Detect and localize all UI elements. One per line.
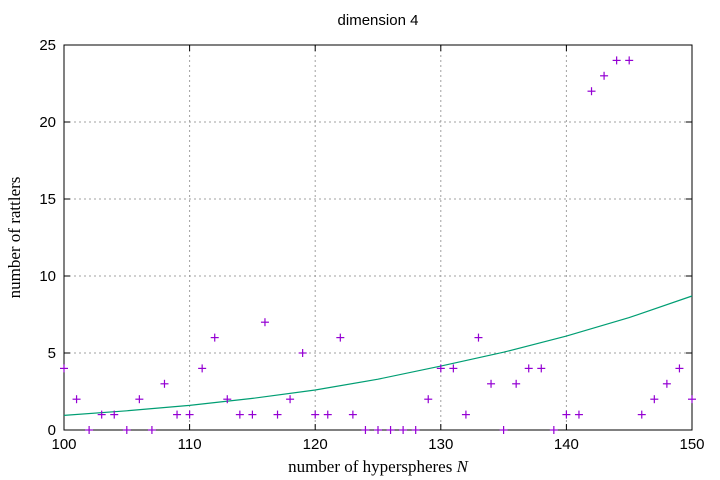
x-axis-label: number of hyperspheres N xyxy=(288,457,470,476)
data-point xyxy=(147,426,156,434)
data-point xyxy=(374,426,382,434)
data-point xyxy=(662,379,671,388)
data-point xyxy=(688,395,696,404)
y-tick-label: 25 xyxy=(39,37,56,54)
data-point xyxy=(97,410,106,419)
data-point xyxy=(449,364,458,373)
data-point xyxy=(323,410,332,419)
x-tick-label: 130 xyxy=(428,436,453,453)
data-point xyxy=(562,410,571,419)
data-point xyxy=(110,410,119,419)
data-point xyxy=(85,426,94,434)
data-point xyxy=(286,395,295,404)
data-point xyxy=(399,426,408,434)
data-point xyxy=(386,426,395,434)
x-tick-label: 120 xyxy=(303,436,328,453)
data-point xyxy=(198,364,207,373)
data-point xyxy=(348,410,357,419)
data-point xyxy=(260,318,269,327)
data-point xyxy=(311,410,320,419)
data-point xyxy=(637,410,646,419)
data-point xyxy=(60,364,68,373)
plot-frame xyxy=(63,44,693,431)
grid xyxy=(64,45,692,430)
data-point xyxy=(173,410,182,419)
data-point xyxy=(524,364,533,373)
data-point xyxy=(298,349,307,357)
data-point xyxy=(574,410,583,419)
data-point xyxy=(122,426,131,434)
data-point xyxy=(537,364,546,373)
x-tick-label: 110 xyxy=(178,436,202,453)
y-axis-label: number of rattlers xyxy=(5,177,24,299)
chart-title: dimension 4 xyxy=(338,12,419,29)
y-tick-label: 10 xyxy=(39,268,56,285)
data-point xyxy=(600,71,609,80)
x-axis-variable: N xyxy=(456,457,470,476)
data-series xyxy=(60,56,696,434)
y-tick-labels: 0 5 10 15 20 25 xyxy=(39,37,56,439)
data-point xyxy=(424,395,433,404)
data-point xyxy=(675,364,684,373)
fit-line xyxy=(63,295,693,416)
y-tick-label: 15 xyxy=(39,191,56,208)
x-tick-label: 150 xyxy=(679,436,704,453)
fit-series xyxy=(63,295,693,416)
data-point xyxy=(223,395,232,404)
data-point xyxy=(235,410,244,419)
data-point xyxy=(436,364,445,373)
data-point xyxy=(160,379,169,388)
data-point xyxy=(625,56,634,65)
data-point xyxy=(549,426,558,434)
axis-ticks xyxy=(63,44,693,431)
data-point xyxy=(487,379,496,388)
data-point xyxy=(185,410,194,419)
data-point xyxy=(411,426,420,434)
data-point xyxy=(650,395,659,404)
data-point xyxy=(499,426,508,434)
data-point xyxy=(361,426,370,434)
y-tick-label: 20 xyxy=(39,114,56,131)
data-point xyxy=(273,410,282,419)
data-point xyxy=(512,379,521,388)
data-point xyxy=(210,333,219,342)
x-tick-label: 100 xyxy=(51,436,76,453)
x-tick-label: 140 xyxy=(554,436,579,453)
y-tick-label: 0 xyxy=(48,422,56,439)
data-point xyxy=(336,333,345,342)
data-point xyxy=(474,333,483,342)
data-point xyxy=(248,410,257,419)
data-point xyxy=(135,395,144,404)
y-tick-label: 5 xyxy=(48,345,56,362)
data-point xyxy=(72,395,81,404)
data-point xyxy=(461,410,470,419)
x-tick-labels: 100 110 120 130 140 150 xyxy=(51,436,704,453)
data-point xyxy=(612,56,621,65)
data-point xyxy=(587,87,596,96)
x-axis-label-text: number of hyperspheres xyxy=(288,457,452,476)
